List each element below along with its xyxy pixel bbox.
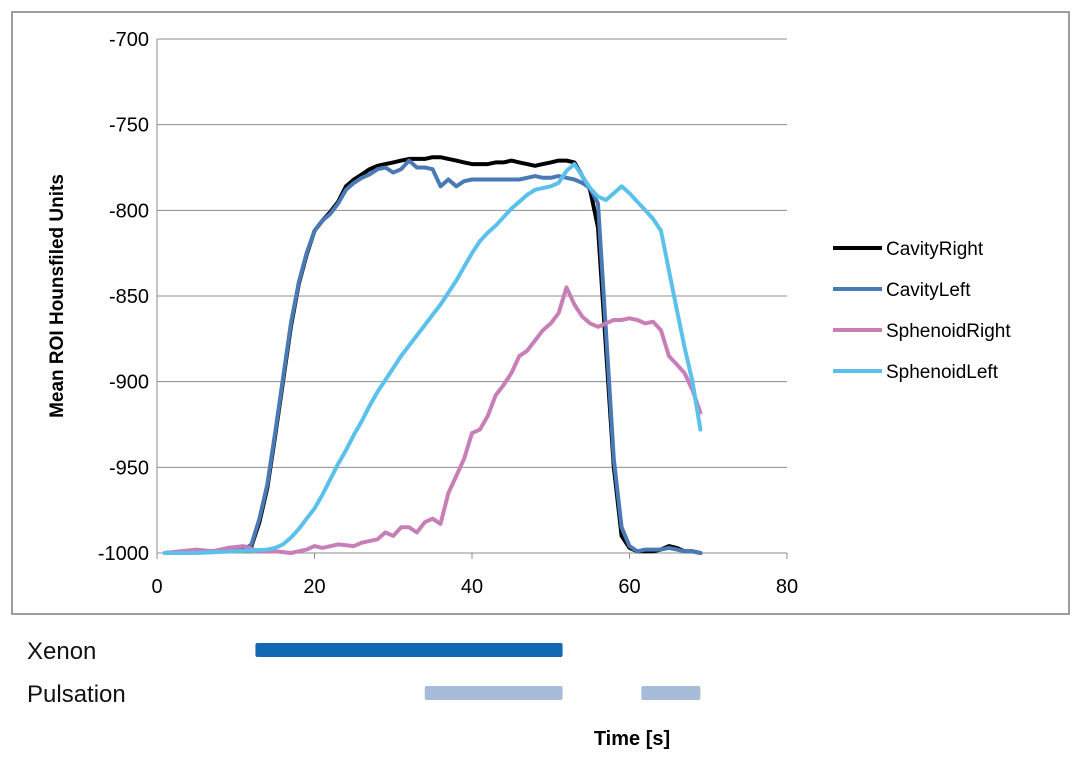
- y-tick-label: -750: [109, 115, 149, 137]
- legend-label-cavityleft: CavityLeft: [886, 280, 971, 301]
- timeline-bar-xenon: [255, 643, 563, 657]
- y-tick-label: -800: [109, 200, 149, 222]
- series-line-cavityleft: [162, 158, 703, 555]
- timeline-label-xenon: Xenon: [27, 638, 96, 665]
- y-tick-label: -950: [109, 457, 149, 479]
- y-tick-label: -700: [109, 29, 149, 51]
- x-tick-label: 80: [776, 576, 798, 598]
- chart-frame: [11, 11, 1070, 615]
- x-tick-label: 60: [618, 576, 640, 598]
- legend-label-cavityright: CavityRight: [886, 239, 984, 260]
- timeline-bar-pulsation: [641, 686, 701, 700]
- x-tick-label: 20: [303, 576, 325, 598]
- series-line-sphenoidright: [162, 285, 703, 555]
- timeline: Xenon Pulsation: [27, 638, 701, 708]
- legend-label-sphenoidleft: SphenoidLeft: [886, 362, 999, 383]
- y-axis-title: Mean ROI Hounsfiled Units: [47, 174, 68, 418]
- x-tick-label: 40: [461, 576, 483, 598]
- x-axis-title: Time [s]: [594, 728, 670, 750]
- y-tick-label: -1000: [98, 543, 149, 565]
- x-tick-label: 0: [151, 576, 162, 598]
- y-tick-label: -850: [109, 286, 149, 308]
- legend: CavityRight CavityLeft SphenoidRight Spheno…: [833, 239, 1011, 383]
- y-tick-label: -900: [109, 372, 149, 394]
- timeline-bar-pulsation: [424, 686, 563, 700]
- timeline-label-pulsation: Pulsation: [27, 681, 126, 708]
- series-line-sphenoidleft: [162, 162, 703, 555]
- series-layer: [162, 155, 703, 555]
- legend-label-sphenoidright: SphenoidRight: [886, 321, 1011, 342]
